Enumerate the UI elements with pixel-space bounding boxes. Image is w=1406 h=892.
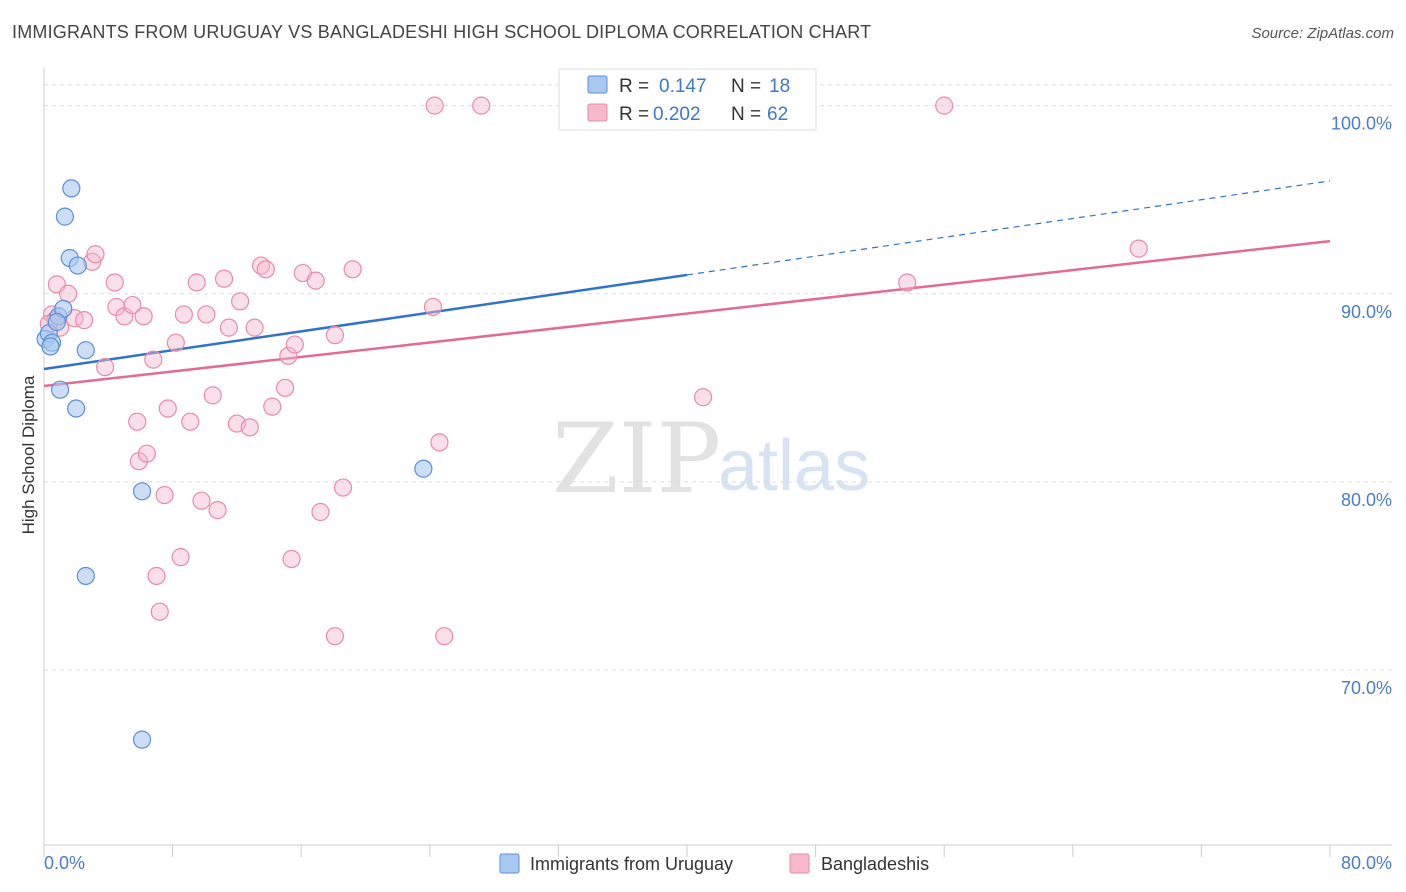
point-bangladeshis: [192, 491, 211, 510]
point-uruguay: [414, 459, 433, 478]
point-bangladeshis: [282, 549, 301, 569]
point-bangladeshis: [137, 444, 156, 463]
stats-legend-n-label-bangladeshis: N =: [731, 104, 761, 125]
point-bangladeshis: [285, 335, 304, 354]
gridlines: [44, 84, 1392, 671]
point-bangladeshis: [171, 548, 190, 567]
point-bangladeshis: [435, 627, 454, 646]
y-tick-label-100: 100.0%: [1331, 114, 1392, 134]
stats-legend: R = 0.147 N = 18 R = 0.202 N = 62: [558, 68, 817, 131]
point-bangladeshis: [306, 271, 325, 290]
legend-swatch-uruguay: [499, 853, 520, 874]
point-bangladeshis: [263, 397, 282, 416]
point-bangladeshis: [472, 96, 491, 115]
point-bangladeshis: [128, 412, 147, 431]
point-bangladeshis: [75, 311, 94, 330]
y-tick-labels: 70.0% 80.0% 90.0% 100.0%: [1331, 114, 1392, 698]
trend-line-uruguay: [43, 273, 688, 371]
watermark-atlas: atlas: [718, 426, 870, 506]
point-bangladeshis: [158, 399, 177, 418]
point-bangladeshis: [425, 96, 444, 115]
point-bangladeshis: [181, 412, 200, 431]
y-tick-label-80: 80.0%: [1341, 490, 1392, 510]
stats-legend-r-value-uruguay: 0.147: [659, 76, 707, 97]
point-bangladeshis: [245, 318, 264, 337]
point-bangladeshis: [166, 333, 185, 352]
point-bangladeshis: [203, 386, 222, 405]
point-uruguay: [76, 341, 95, 360]
legend-label-bangladeshis: Bangladeshis: [821, 854, 929, 874]
point-bangladeshis: [95, 358, 115, 377]
point-bangladeshis: [231, 292, 250, 311]
point-bangladeshis: [423, 297, 443, 317]
y-tick-label-90: 90.0%: [1341, 302, 1392, 322]
x-tick-label-max: 80.0%: [1341, 853, 1392, 873]
point-bangladeshis: [187, 273, 206, 292]
point-bangladeshis: [325, 326, 345, 345]
point-bangladeshis: [197, 305, 216, 324]
point-uruguay: [68, 256, 87, 275]
point-bangladeshis: [147, 566, 166, 586]
legend-swatch-bangladeshis: [789, 853, 810, 874]
point-bangladeshis: [935, 96, 954, 115]
point-bangladeshis: [256, 260, 275, 279]
point-bangladeshis: [276, 378, 295, 397]
point-uruguay: [47, 312, 66, 332]
point-bangladeshis: [219, 318, 238, 337]
y-tick-label-70: 70.0%: [1341, 678, 1392, 698]
point-uruguay: [132, 482, 152, 501]
point-bangladeshis: [86, 245, 105, 264]
point-uruguay: [41, 337, 60, 356]
point-bangladeshis: [144, 350, 163, 369]
point-uruguay: [76, 566, 95, 586]
point-uruguay: [55, 207, 74, 226]
point-bangladeshis: [325, 627, 345, 646]
point-bangladeshis: [311, 502, 330, 522]
stats-legend-n-label-uruguay: N =: [731, 76, 761, 97]
point-bangladeshis: [898, 273, 917, 292]
point-bangladeshis: [150, 602, 169, 621]
stats-legend-swatch-bangladeshis: [587, 103, 608, 122]
point-bangladeshis: [208, 501, 227, 520]
stats-legend-r-label-bangladeshis: R =: [619, 104, 649, 125]
point-uruguay: [67, 399, 86, 418]
stats-legend-n-value-bangladeshis: 62: [767, 104, 788, 125]
point-uruguay: [62, 179, 81, 198]
point-bangladeshis: [240, 418, 259, 437]
point-bangladeshis: [174, 305, 193, 324]
point-uruguay: [132, 730, 152, 749]
trend-lines: [43, 180, 1331, 388]
point-bangladeshis: [214, 269, 234, 288]
series-legend: Immigrants from Uruguay Bangladeshis: [499, 853, 929, 874]
stats-legend-swatch-uruguay: [587, 75, 608, 94]
point-bangladeshis: [134, 307, 153, 326]
stats-legend-n-value-uruguay: 18: [769, 76, 790, 97]
axes: [43, 68, 1392, 857]
point-bangladeshis: [430, 433, 449, 452]
source-label: Source: ZipAtlas.com: [1251, 25, 1394, 42]
point-bangladeshis: [279, 346, 298, 365]
legend-label-uruguay: Immigrants from Uruguay: [530, 854, 733, 874]
point-bangladeshis: [59, 284, 78, 303]
point-bangladeshis: [105, 273, 124, 292]
point-bangladeshis: [155, 485, 174, 505]
y-axis-label: High School Diploma: [19, 375, 38, 534]
point-bangladeshis: [333, 478, 353, 497]
watermark-zip: ZIP: [552, 403, 721, 515]
x-tick-label-min: 0.0%: [44, 853, 85, 873]
trend-line-uruguay-extension: [686, 180, 1331, 276]
point-bangladeshis: [343, 260, 362, 279]
chart-title: IMMIGRANTS FROM URUGUAY VS BANGLADESHI H…: [12, 22, 872, 42]
stats-legend-r-value-bangladeshis: 0.202: [653, 104, 701, 125]
point-bangladeshis: [1129, 239, 1148, 258]
point-uruguay: [50, 380, 70, 399]
point-bangladeshis: [123, 295, 142, 315]
data-points: [36, 96, 1148, 749]
stats-legend-r-label-uruguay: R =: [619, 76, 649, 97]
trend-line-bangladeshis: [43, 239, 1331, 388]
point-bangladeshis: [693, 388, 713, 407]
